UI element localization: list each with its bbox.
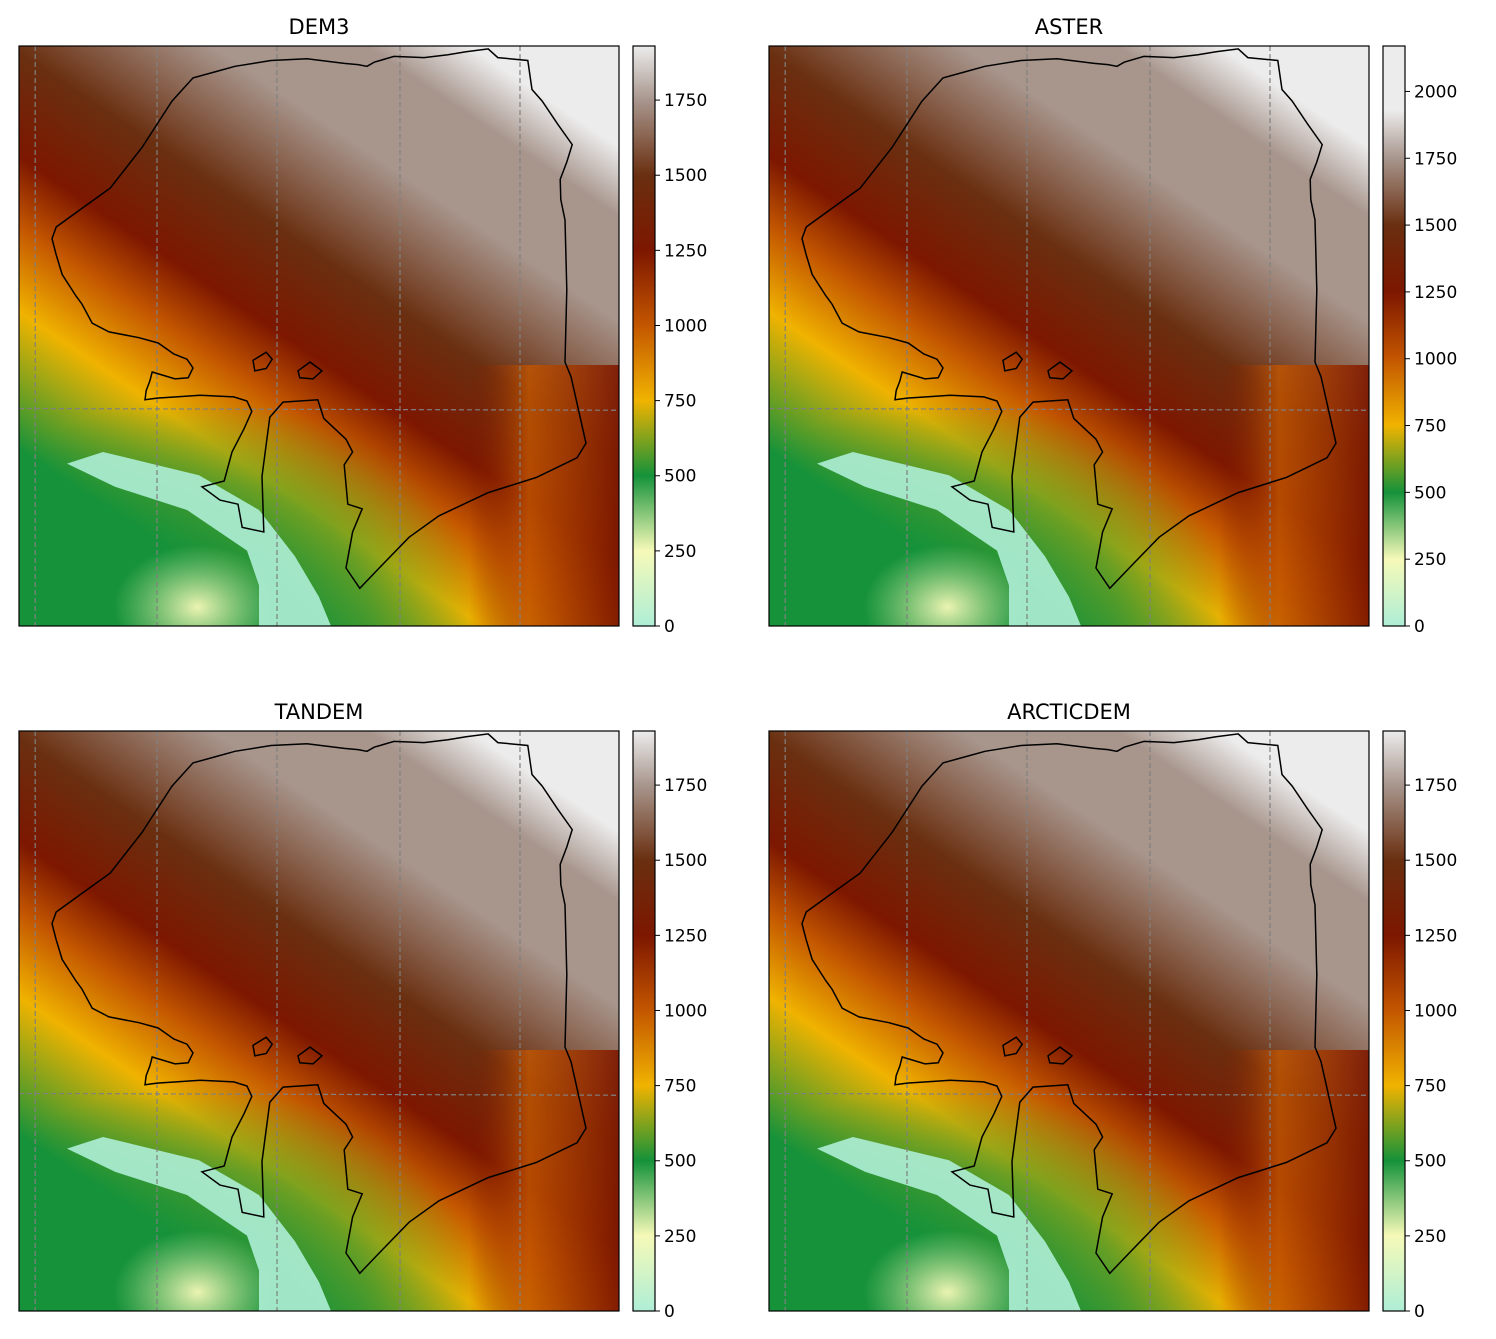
colorbar-tick-label: 250 bbox=[664, 1227, 696, 1247]
glacier-outline-small bbox=[1047, 1046, 1074, 1065]
colorbar-tick-label: 0 bbox=[1414, 1302, 1425, 1322]
colorbar-tick-label: 500 bbox=[1414, 1152, 1446, 1172]
colorbar-tick-label: 1000 bbox=[664, 1001, 707, 1021]
colorbar-tick-label: 500 bbox=[1414, 483, 1446, 503]
graticule-line bbox=[18, 1092, 620, 1096]
glacier-outline-small bbox=[252, 1036, 274, 1057]
colorbar-tick-label: 1000 bbox=[664, 316, 707, 336]
panel-title: ARCTICDEM bbox=[1007, 700, 1131, 724]
panel-aster: ASTER 0 250 500 750 1000 1250 1500 1750 2000 bbox=[768, 15, 1457, 637]
graticule-line bbox=[768, 407, 1370, 411]
map-frame bbox=[18, 730, 620, 1312]
colorbar-tick-label: 1500 bbox=[664, 851, 707, 871]
fjord-water bbox=[67, 452, 331, 626]
colorbar-tick-label: 1250 bbox=[1414, 926, 1457, 946]
colorbar-tick-label: 1750 bbox=[1414, 776, 1457, 796]
glacier-outline-small bbox=[297, 1046, 324, 1065]
colorbar-tick-label: 1250 bbox=[664, 241, 707, 261]
colorbar-tick-label: 250 bbox=[664, 542, 696, 562]
glacier-outline-small bbox=[252, 351, 274, 372]
colorbar-tick-label: 1000 bbox=[1414, 1001, 1457, 1021]
graticule-line bbox=[768, 1092, 1370, 1096]
panel-title: DEM3 bbox=[289, 15, 350, 39]
panel-tandem: TANDEM 0 250 500 750 1000 1250 1500 1750 bbox=[18, 700, 707, 1322]
colorbar-tick-label: 1250 bbox=[1414, 283, 1457, 303]
colorbar-tick-label: 750 bbox=[1414, 417, 1446, 437]
glacier-outline-small bbox=[1002, 351, 1024, 372]
fjord-water bbox=[817, 1137, 1081, 1311]
colorbar-tick-label: 1750 bbox=[664, 91, 707, 111]
glacier-outline bbox=[51, 733, 587, 1275]
colorbar-tick-label: 250 bbox=[1414, 550, 1446, 570]
colorbar-tick-label: 1500 bbox=[664, 166, 707, 186]
colorbar-tick-label: 1750 bbox=[1414, 149, 1457, 169]
colorbar bbox=[632, 45, 656, 627]
panel-title: ASTER bbox=[1035, 15, 1103, 39]
colorbar-tick-label: 1250 bbox=[664, 926, 707, 946]
colorbar-tick-label: 500 bbox=[664, 467, 696, 487]
map-frame bbox=[768, 730, 1370, 1312]
colorbar-tick-label: 1750 bbox=[664, 776, 707, 796]
colorbar-tick-label: 2000 bbox=[1414, 82, 1457, 102]
colorbar bbox=[1382, 730, 1406, 1312]
glacier-outline-small bbox=[297, 361, 324, 380]
colorbar-tick-label: 0 bbox=[664, 617, 675, 637]
colorbar-tick-label: 0 bbox=[1414, 617, 1425, 637]
glacier-outline-small bbox=[1047, 361, 1074, 380]
colorbar bbox=[1382, 45, 1406, 627]
glacier-outline bbox=[801, 733, 1337, 1275]
panel-arcticdem: ARCTICDEM 0 250 500 750 1000 1250 1500 1750 bbox=[768, 700, 1457, 1322]
colorbar-tick-label: 250 bbox=[1414, 1227, 1446, 1247]
colorbar-tick-label: 1000 bbox=[1414, 350, 1457, 370]
glacier-outline bbox=[801, 48, 1337, 590]
colorbar-tick-label: 750 bbox=[664, 392, 696, 412]
glacier-outline-small bbox=[1002, 1036, 1024, 1057]
colorbar-tick-label: 0 bbox=[664, 1302, 675, 1322]
map-frame bbox=[18, 45, 620, 627]
colorbar-tick-label: 750 bbox=[664, 1077, 696, 1097]
colorbar-tick-label: 1500 bbox=[1414, 216, 1457, 236]
glacier-outline bbox=[51, 48, 587, 590]
colorbar-tick-label: 750 bbox=[1414, 1077, 1446, 1097]
fjord-water bbox=[67, 1137, 331, 1311]
panel-title: TANDEM bbox=[274, 700, 364, 724]
colorbar bbox=[632, 730, 656, 1312]
panel-dem3: DEM3 0 250 500 750 1000 1250 1500 1750 bbox=[18, 15, 707, 637]
colorbar-tick-label: 1500 bbox=[1414, 851, 1457, 871]
fjord-water bbox=[817, 452, 1081, 626]
graticule-line bbox=[18, 407, 620, 411]
colorbar-tick-label: 500 bbox=[664, 1152, 696, 1172]
map-frame bbox=[768, 45, 1370, 627]
